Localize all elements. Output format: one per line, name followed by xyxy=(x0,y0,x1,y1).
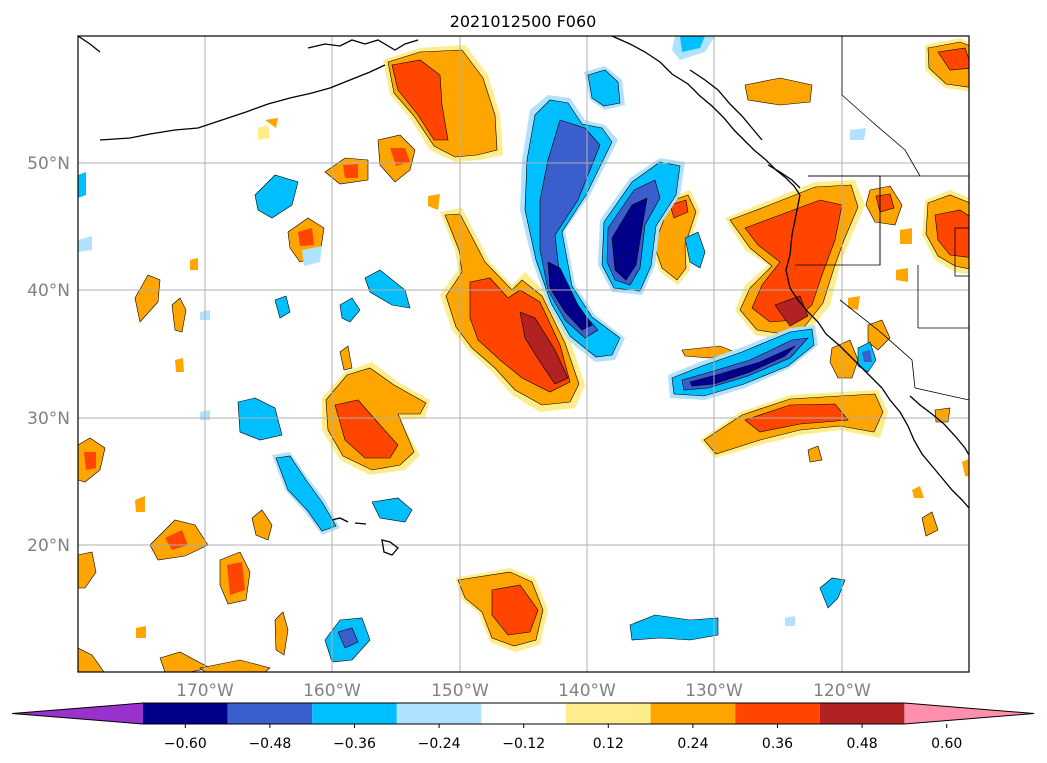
positive-anomaly-gulf-of-alaska xyxy=(383,45,503,162)
positive-anomaly-small-blobs xyxy=(78,77,969,672)
longitude-labels: 170°W 160°W 150°W 140°W 130°W 120°W xyxy=(176,681,871,701)
gridlines xyxy=(78,36,969,672)
colorbar-extend-high xyxy=(904,703,1034,724)
positive-anomaly-canada xyxy=(925,38,969,92)
colorbar-segment xyxy=(396,703,482,724)
map-title: 2021012500 F060 xyxy=(450,12,597,31)
lat-label-30n: 30°N xyxy=(27,409,70,429)
lat-label-40n: 40°N xyxy=(27,281,70,301)
lon-label-150w: 150°W xyxy=(431,681,489,701)
negative-anomaly-small-blobs xyxy=(78,36,877,663)
lon-label-130w: 130°W xyxy=(685,681,743,701)
colorbar-segment xyxy=(819,703,905,724)
colorbar-segments xyxy=(11,702,1035,725)
political-borders xyxy=(795,36,969,401)
coastlines xyxy=(78,36,969,556)
colorbar-tick-label: −0.36 xyxy=(333,736,376,752)
colorbar-segment xyxy=(735,703,820,724)
colorbar-segment xyxy=(312,703,397,724)
negative-anomaly-main-streak xyxy=(520,95,625,362)
map-area xyxy=(78,36,969,672)
positive-anomaly-central-pacific xyxy=(440,208,585,412)
lon-label-160w: 160°W xyxy=(303,681,361,701)
colorbar-tick-label: −0.12 xyxy=(502,736,545,752)
lat-label-20n: 20°N xyxy=(27,536,70,556)
colorbar-outline xyxy=(11,702,1035,725)
colorbar-tick-label: −0.24 xyxy=(418,736,461,752)
positive-anomaly-us-west-coast xyxy=(725,180,865,340)
colorbar-ticks: −0.60 −0.48 −0.36 −0.24 −0.12 0.12 0.24 0.36 0.4… xyxy=(164,724,962,752)
negative-anomaly-northeast-pacific xyxy=(598,158,685,295)
lat-label-50n: 50°N xyxy=(27,154,70,174)
lon-label-120w: 120°W xyxy=(813,681,871,701)
colorbar-tick-label: 0.12 xyxy=(593,736,624,752)
colorbar-segment xyxy=(481,703,566,724)
colorbar-tick-label: 0.24 xyxy=(677,736,708,752)
positive-anomaly-tropical xyxy=(455,568,548,652)
positive-anomaly-rockies xyxy=(865,185,969,275)
lon-label-140w: 140°W xyxy=(558,681,616,701)
colorbar-segment xyxy=(650,703,736,724)
colorbar-tick-label: −0.60 xyxy=(164,736,207,752)
latitude-labels: 50°N 40°N 30°N 20°N xyxy=(27,154,70,556)
lon-label-170w: 170°W xyxy=(176,681,234,701)
colorbar-tick-label: −0.48 xyxy=(248,736,291,752)
colorbar-tick-label: 0.48 xyxy=(847,736,878,752)
map-frame xyxy=(77,35,970,673)
colorbar-tick-label: 0.60 xyxy=(931,736,962,752)
colorbar-segment xyxy=(566,703,651,724)
colorbar-segment xyxy=(227,703,313,724)
colorbar: −0.60 −0.48 −0.36 −0.24 −0.12 0.12 0.24 0.36 0.4… xyxy=(11,702,1035,752)
colorbar-segment xyxy=(143,703,228,724)
colorbar-tick-label: 0.36 xyxy=(762,736,793,752)
colorbar-extend-low xyxy=(12,703,143,724)
